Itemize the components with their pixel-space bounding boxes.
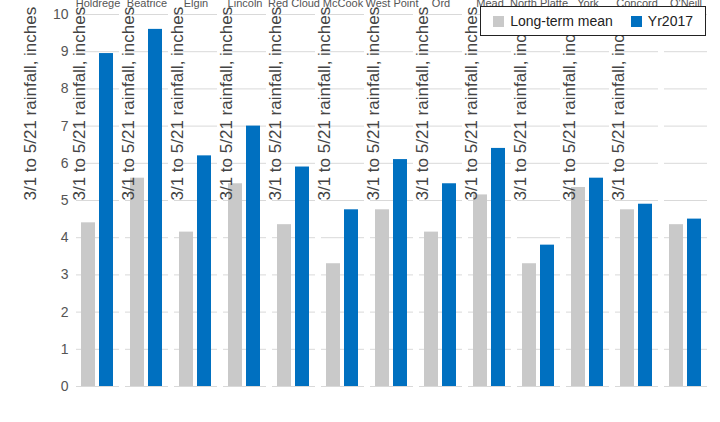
svg-text:8: 8 <box>61 80 69 96</box>
svg-text:7: 7 <box>61 118 69 134</box>
svg-text:3/1 to 5/21 rainfall, inches: 3/1 to 5/21 rainfall, inches <box>510 6 530 201</box>
svg-text:4: 4 <box>61 229 69 245</box>
svg-text:3/1 to 5/21 rainfall, inches: 3/1 to 5/21 rainfall, inches <box>217 7 236 201</box>
svg-text:1: 1 <box>61 341 69 357</box>
svg-text:Ord: Ord <box>432 0 450 9</box>
svg-text:0: 0 <box>61 378 69 394</box>
svg-text:3/1 to 5/21 rainfall, inches: 3/1 to 5/21 rainfall, inches <box>364 7 383 201</box>
svg-text:6: 6 <box>61 155 69 171</box>
svg-text:3/1 to 5/21 rainfall, inches: 3/1 to 5/21 rainfall, inches <box>70 7 89 201</box>
svg-text:2: 2 <box>61 304 69 320</box>
svg-text:3/1 to 5/21 rainfall, inches: 3/1 to 5/21 rainfall, inches <box>119 7 138 201</box>
svg-text:9: 9 <box>61 43 69 59</box>
html-text:Yr2017: Yr2017 <box>647 13 693 29</box>
svg-text:3/1 to 5/21 rainfall, inches: 3/1 to 5/21 rainfall, inches <box>559 6 579 201</box>
html-text:Long-term mean: Long-term mean <box>510 13 613 29</box>
svg-text:3: 3 <box>61 266 69 282</box>
svg-text:3/1 to 5/21 rainfall, inches: 3/1 to 5/21 rainfall, inches <box>462 7 481 201</box>
svg-text:3/1 to 5/21 rainfall, inches: 3/1 to 5/21 rainfall, inches <box>21 7 40 201</box>
svg-text:3/1 to 5/21 rainfall, inches: 3/1 to 5/21 rainfall, inches <box>315 7 334 201</box>
svg-text:Elgin: Elgin <box>184 0 208 9</box>
svg-text:3/1 to 5/21 rainfall, inches: 3/1 to 5/21 rainfall, inches <box>266 7 285 201</box>
svg-text:3/1 to 5/21 rainfall, inches: 3/1 to 5/21 rainfall, inches <box>168 7 187 201</box>
svg-text:5: 5 <box>61 192 69 208</box>
svg-text:3/1 to 5/21 rainfall, inches: 3/1 to 5/21 rainfall, inches <box>608 6 628 201</box>
svg-text:10: 10 <box>53 6 69 22</box>
svg-text:3/1 to 5/21 rainfall, inches: 3/1 to 5/21 rainfall, inches <box>413 7 432 201</box>
